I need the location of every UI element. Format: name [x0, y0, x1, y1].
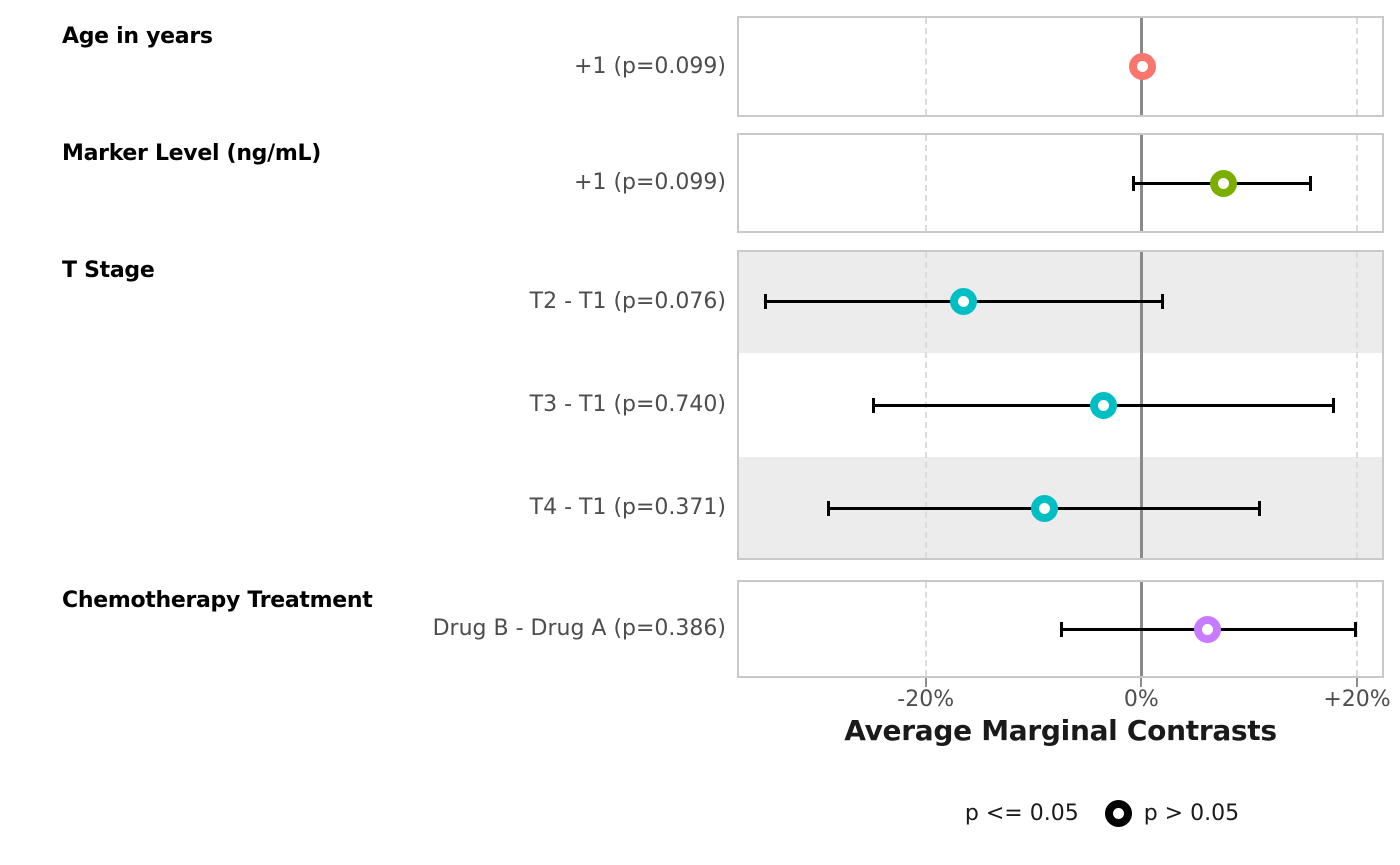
- error-bar-cap: [1331, 397, 1335, 413]
- group-heading-marker-level-ng-ml: Marker Level (ng/mL): [62, 141, 321, 166]
- legend-label-not-significant: p > 0.05: [1143, 800, 1240, 826]
- error-bar-cap: [872, 397, 876, 413]
- x-axis-tick-label: +20%: [1323, 687, 1391, 712]
- open-circle-icon: [1104, 799, 1132, 827]
- panel-chemotherapy-treatment: [737, 580, 1384, 678]
- error-bar-cap: [1161, 294, 1165, 310]
- gridline-dashed: [924, 135, 927, 231]
- panel-marker-level-ng-ml: [737, 133, 1384, 233]
- x-axis-tick: [1140, 678, 1143, 687]
- row-label-1-p-0-099: +1 (p=0.099): [574, 170, 726, 195]
- point-estimate-marker: [1030, 494, 1058, 522]
- point-estimate-marker: [1090, 391, 1118, 419]
- gridline-dashed: [924, 18, 927, 115]
- row-label-drug-b-drug-a-p-0-386: Drug B - Drug A (p=0.386): [432, 616, 726, 641]
- point-estimate-marker: [949, 288, 977, 316]
- x-axis-tick-label: 0%: [1123, 687, 1159, 712]
- row-label-t2-t1-p-0-076: T2 - T1 (p=0.076): [529, 288, 726, 314]
- point-estimate-marker: [1209, 169, 1237, 197]
- row-label-t3-t1-p-0-740: T3 - T1 (p=0.740): [529, 392, 726, 417]
- error-bar-cap: [827, 500, 831, 516]
- row-label-1-p-0-099: +1 (p=0.099): [574, 53, 726, 79]
- group-heading-chemotherapy-treatment: Chemotherapy Treatment: [62, 588, 373, 613]
- x-axis-title: Average Marginal Contrasts: [844, 714, 1277, 747]
- error-bar-cap: [1309, 175, 1313, 191]
- x-axis-tick-label: -20%: [897, 687, 955, 712]
- blank-legend-key-icon: [926, 800, 953, 827]
- error-bar-cap: [1258, 500, 1262, 516]
- group-heading-age-in-years: Age in years: [62, 24, 213, 49]
- error-bar-cap: [763, 294, 767, 310]
- gridline-dashed: [1356, 18, 1359, 115]
- point-estimate-marker: [1193, 615, 1221, 643]
- legend-label-significant: p <= 0.05: [964, 800, 1079, 826]
- error-bar-cap: [1132, 175, 1136, 191]
- x-axis-tick: [924, 678, 927, 687]
- gridline-dashed: [1356, 252, 1359, 558]
- point-estimate-marker: [1128, 53, 1156, 80]
- error-bar-cap: [1354, 621, 1358, 637]
- row-label-t4-t1-p-0-371: T4 - T1 (p=0.371): [529, 495, 726, 521]
- x-axis-tick: [1356, 678, 1359, 687]
- error-bar-cap: [1060, 621, 1064, 637]
- panel-t-stage: [737, 250, 1384, 560]
- gridline-dashed: [924, 582, 927, 676]
- panel-age-in-years: [737, 16, 1384, 117]
- gridline-dashed: [1356, 135, 1359, 231]
- group-heading-t-stage: T Stage: [62, 258, 155, 283]
- legend: p <= 0.05 p > 0.05: [759, 798, 1400, 828]
